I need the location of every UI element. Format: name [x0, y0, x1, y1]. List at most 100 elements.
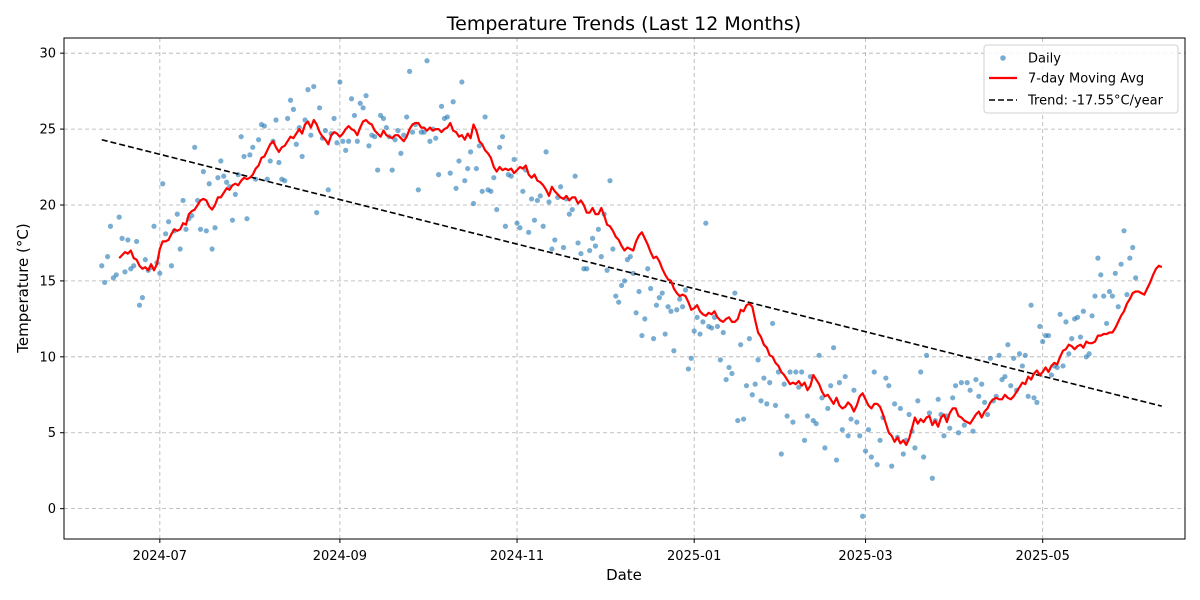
daily-point [668, 308, 674, 314]
daily-point [1092, 293, 1098, 299]
daily-point [331, 115, 337, 122]
daily-point [1045, 332, 1052, 339]
daily-point [427, 138, 433, 144]
y-tick-label: 10 [39, 350, 56, 365]
daily-point [160, 181, 166, 187]
daily-point [886, 383, 892, 389]
daily-point [929, 475, 935, 481]
daily-point [99, 263, 105, 269]
daily-point [799, 369, 805, 375]
daily-point [801, 437, 808, 443]
trend-line [101, 138, 1162, 407]
daily-point [398, 150, 404, 156]
daily-point [621, 278, 628, 284]
daily-point [935, 396, 941, 402]
daily-point [566, 211, 572, 217]
daily-point [950, 395, 956, 401]
daily-point [136, 302, 143, 308]
daily-point [212, 225, 218, 231]
daily-point [941, 433, 947, 439]
daily-point [389, 167, 395, 173]
daily-point [677, 296, 683, 302]
daily-point [653, 302, 660, 308]
daily-point [857, 433, 863, 439]
plot-frame [63, 37, 1186, 540]
daily-point [107, 223, 114, 229]
daily-point [383, 124, 389, 131]
daily-point [534, 197, 540, 204]
daily-point [206, 181, 212, 187]
daily-point [854, 419, 860, 425]
daily-point [1101, 293, 1107, 299]
daily-point [293, 141, 299, 147]
daily-point [639, 332, 645, 339]
daily-point [499, 134, 506, 140]
daily-point [467, 149, 474, 155]
daily-point [877, 437, 883, 443]
daily-point [569, 206, 575, 213]
trend-series [101, 138, 1162, 407]
daily-point [964, 380, 970, 386]
daily-point [267, 158, 273, 164]
daily-point [165, 219, 172, 225]
daily-point [833, 457, 840, 463]
y-axis: 0 5 10 15 20 25 30 [39, 47, 64, 517]
daily-point [1133, 275, 1139, 281]
daily-point [528, 196, 535, 202]
y-tick-label: 25 [39, 123, 56, 138]
daily-point [982, 399, 988, 405]
daily-point [1005, 342, 1011, 348]
daily-point [520, 188, 526, 194]
daily-point [552, 237, 558, 243]
moving-avg-series [118, 118, 1163, 446]
daily-point [392, 137, 398, 143]
daily-point [255, 137, 262, 143]
daily-point [1025, 393, 1031, 399]
daily-point [1095, 255, 1101, 261]
daily-point [197, 226, 204, 232]
daily-point [610, 246, 616, 252]
daily-point [476, 143, 482, 149]
daily-point [1080, 308, 1086, 314]
daily-point [1002, 373, 1008, 380]
daily-point [685, 366, 691, 372]
daily-point [1011, 355, 1017, 361]
daily-point [996, 352, 1002, 358]
daily-point [180, 197, 186, 204]
daily-point [575, 240, 581, 246]
daily-point [784, 413, 790, 419]
x-tick-label: 2024-11 [490, 549, 544, 564]
daily-point [444, 114, 450, 120]
daily-point [1048, 372, 1055, 378]
daily-point [346, 138, 352, 144]
daily-point [261, 123, 267, 129]
daily-point [366, 143, 372, 149]
daily-point [918, 369, 924, 375]
daily-point [732, 290, 738, 296]
daily-point [1115, 304, 1121, 310]
daily-point [502, 223, 509, 229]
daily-point [749, 392, 755, 398]
daily-point [177, 246, 183, 252]
daily-point [761, 375, 767, 381]
daily-point [215, 175, 221, 181]
daily-point [819, 395, 825, 401]
daily-point [1121, 228, 1127, 234]
daily-point [1054, 364, 1060, 371]
daily-point [830, 345, 837, 351]
daily-point [287, 97, 294, 103]
daily-point [174, 211, 180, 217]
daily-point [1031, 395, 1037, 401]
daily-point [482, 114, 488, 120]
x-tick-label: 2025-05 [1016, 549, 1070, 564]
daily-point [406, 68, 413, 74]
daily-point [973, 376, 979, 383]
daily-point [1103, 320, 1110, 327]
daily-point [1016, 351, 1023, 357]
daily-point [842, 373, 848, 380]
daily-point [479, 188, 485, 194]
daily-point [1008, 383, 1014, 389]
daily-point [758, 398, 764, 404]
daily-point [351, 112, 358, 119]
daily-point [1037, 323, 1043, 330]
